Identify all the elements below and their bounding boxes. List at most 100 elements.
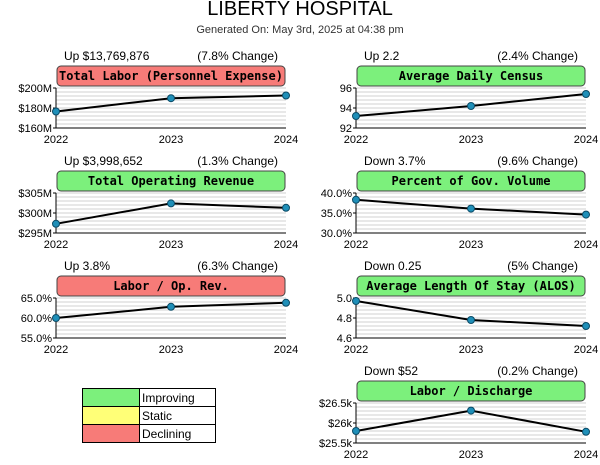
chart-title: Average Daily Census [399,69,544,83]
legend: Improving Static Declining [82,388,216,443]
x-tick-label: 2024 [574,239,598,251]
x-tick-label: 2022 [344,134,368,146]
y-tick-label: $305M [18,188,52,200]
legend-label-static: Static [139,406,216,425]
y-tick-label: 96 [340,83,352,95]
y-tick-label: 4.6 [337,333,352,345]
status-title-bar [56,65,286,87]
chart-panel: Down 3.7% (9.6% Change) Percent of Gov. Vo… [321,154,598,251]
y-tick-label: 94 [340,103,352,115]
change-percent: (6.3% Change) [197,259,278,273]
x-tick-label: 2022 [344,344,368,356]
x-tick-label: 2023 [159,344,183,356]
data-point [352,195,360,204]
y-tick-label: $180M [18,103,52,115]
chart-title: Labor / Discharge [410,384,533,398]
y-tick-label: 55.0% [21,333,52,345]
legend-item: Improving [82,388,216,407]
page-title: LIBERTY HOSPITAL [207,0,393,20]
x-tick-label: 2022 [44,239,68,251]
change-text: Up $3,998,652 [64,154,143,168]
chart-panel: Up $13,769,876 (7.8% Change) Total Labor (… [18,49,298,146]
data-point [352,112,360,120]
status-title-bar [56,170,286,192]
data-point [582,322,590,330]
x-tick-label: 2024 [574,134,598,146]
data-point [167,199,175,208]
change-text: Up 3.8% [64,259,110,273]
change-percent: (1.3% Change) [197,154,278,168]
x-tick-label: 2023 [159,239,183,251]
y-tick-label: 40.0% [321,188,352,200]
legend-item: Declining [82,424,216,443]
x-tick-label: 2023 [459,134,483,146]
x-tick-label: 2023 [459,449,483,461]
data-point [282,91,290,100]
data-point [467,102,475,110]
data-point [52,219,60,228]
y-tick-label: $25.5k [319,438,353,450]
change-text: Down 0.25 [364,259,422,273]
data-point [167,94,175,103]
chart-panel: Up 2.2 (2.4% Change) Average Daily Census 9… [340,49,598,146]
change-percent: (5% Change) [507,259,578,273]
x-tick-label: 2022 [344,449,368,461]
x-tick-label: 2023 [459,344,483,356]
y-tick-label: 30.0% [321,228,352,240]
x-tick-label: 2024 [574,449,598,461]
change-percent: (9.6% Change) [497,154,578,168]
x-tick-label: 2023 [159,134,183,146]
chart-title: Labor / Op. Rev. [113,279,229,293]
y-tick-label: 35.0% [321,208,352,220]
data-point [282,298,290,307]
change-percent: (0.2% Change) [497,364,578,378]
y-tick-label: $295M [18,228,52,240]
change-percent: (2.4% Change) [497,49,578,63]
legend-swatch-static [82,406,140,425]
generated-timestamp: Generated On: May 3rd, 2025 at 04:38 pm [196,24,404,36]
y-tick-label: $300M [18,208,52,220]
y-tick-label: 4.8 [337,313,352,325]
change-text: Down 3.7% [364,154,426,168]
status-title-bar [356,65,586,87]
status-title-bar [356,275,586,297]
legend-item: Static [82,406,216,425]
status-title-bar [56,275,286,297]
y-tick-label: $200M [18,83,52,95]
chart-panel: Down $52 (0.2% Change) Labor / Discharge $2… [319,364,598,461]
legend-label-declining: Declining [139,424,216,443]
y-tick-label: 65.0% [21,293,52,305]
legend-swatch-declining [82,424,140,443]
data-point [52,314,60,322]
data-point [582,90,590,98]
data-point [352,297,360,305]
x-tick-label: 2022 [44,134,68,146]
y-tick-label: 5.0 [337,293,352,305]
chart-title: Average Length Of Stay (ALOS) [366,279,576,293]
chart-panel: Up 3.8% (6.3% Change) Labor / Op. Rev. 55.0… [21,259,298,356]
data-point [467,406,475,415]
data-point [52,107,60,116]
chart-title: Total Operating Revenue [88,174,254,188]
chart-panel: Down 0.25 (5% Change) Average Length Of St… [337,259,599,356]
data-point [167,302,175,311]
change-text: Down $52 [364,364,418,378]
data-point [352,427,360,435]
change-text: Up $13,769,876 [64,49,150,63]
data-point [582,210,590,219]
y-tick-label: $26.5k [319,398,353,410]
data-point [467,316,475,324]
y-tick-label: 92 [340,123,352,135]
y-tick-label: 60.0% [21,313,52,325]
chart-title: Percent of Gov. Volume [392,174,551,188]
chart-title: Total Labor (Personnel Expense) [59,69,283,83]
x-tick-label: 2024 [274,134,298,146]
change-text: Up 2.2 [364,49,400,63]
data-point [467,204,475,213]
change-percent: (7.8% Change) [197,49,278,63]
y-tick-label: $26k [328,418,352,430]
data-point [582,427,590,436]
x-tick-label: 2023 [459,239,483,251]
x-tick-label: 2022 [44,344,68,356]
